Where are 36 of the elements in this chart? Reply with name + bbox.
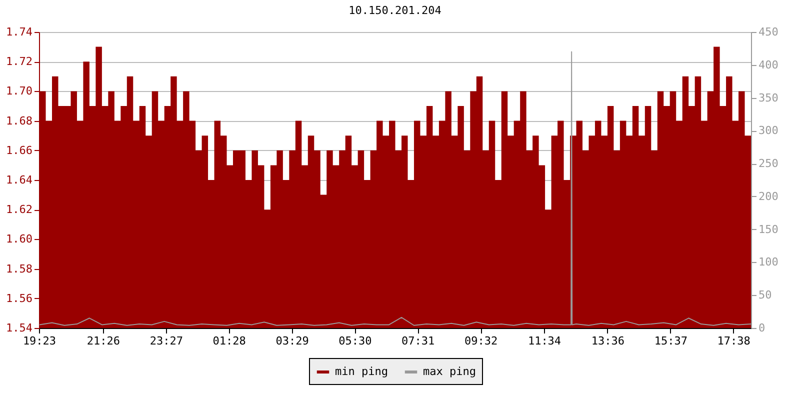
x-tick-label: 03:29 — [276, 334, 309, 348]
x-tick-label: 15:37 — [654, 334, 688, 348]
y-tick-label: 1.64 — [6, 174, 33, 186]
x-tick-label: 19:23 — [22, 334, 56, 348]
y2-tick-label: 50 — [758, 288, 772, 302]
x-tick-label: 07:31 — [402, 334, 435, 348]
x-tick-label: 17:38 — [717, 334, 750, 348]
y-tick-label: 1.58 — [6, 262, 32, 276]
y-tick-label: 1.60 — [6, 232, 32, 246]
chart-title: 10.150.201.204 — [348, 4, 442, 17]
y2-tick-label: 300 — [758, 124, 778, 138]
y-tick-label: 1.62 — [6, 203, 32, 216]
x-tick-label: 11:34 — [528, 334, 562, 348]
y-tick-label: 1.54 — [6, 322, 33, 334]
y2-tick-label: 0 — [758, 322, 766, 334]
x-tick-label: 09:32 — [464, 334, 498, 348]
y2-tick-label: 450 — [758, 26, 778, 38]
x-tick-label: 01:28 — [212, 334, 246, 348]
x-tick-label: 13:36 — [591, 334, 625, 348]
y2-tick-label: 200 — [758, 190, 778, 203]
y-tick-label: 1.72 — [6, 55, 32, 68]
y2-tick-label: 350 — [758, 91, 778, 104]
x-tick-label: 23:27 — [150, 334, 183, 348]
y2-tick-label: 100 — [758, 256, 778, 269]
y-tick-label: 1.68 — [6, 114, 32, 128]
y-tick-label: 1.74 — [6, 26, 33, 38]
y2-tick-label: 250 — [758, 157, 778, 170]
y-tick-label: 1.56 — [6, 292, 32, 305]
y-tick-label: 1.70 — [6, 84, 32, 98]
legend-label: max ping — [423, 365, 476, 378]
x-tick-label: 21:26 — [86, 334, 120, 348]
y2-tick-label: 400 — [758, 58, 778, 72]
y-tick-label: 1.66 — [6, 144, 32, 157]
y2-tick-label: 150 — [758, 222, 778, 236]
x-tick-label: 05:30 — [338, 334, 372, 348]
legend-label: min ping — [335, 365, 388, 378]
